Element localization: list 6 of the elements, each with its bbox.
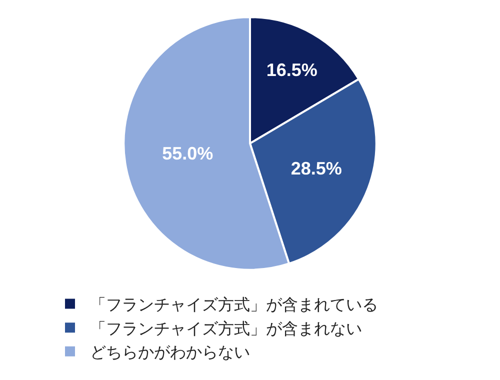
data-label: 28.5%	[290, 158, 342, 179]
legend-label: 「フランチャイズ方式」が含まれている	[90, 295, 378, 314]
legend-label: どちらかがわからない	[90, 342, 250, 362]
data-label: 55.0%	[162, 143, 214, 164]
data-label: 16.5%	[266, 60, 318, 80]
legend-label: 「フランチャイズ方式」が含まれない	[90, 318, 362, 338]
